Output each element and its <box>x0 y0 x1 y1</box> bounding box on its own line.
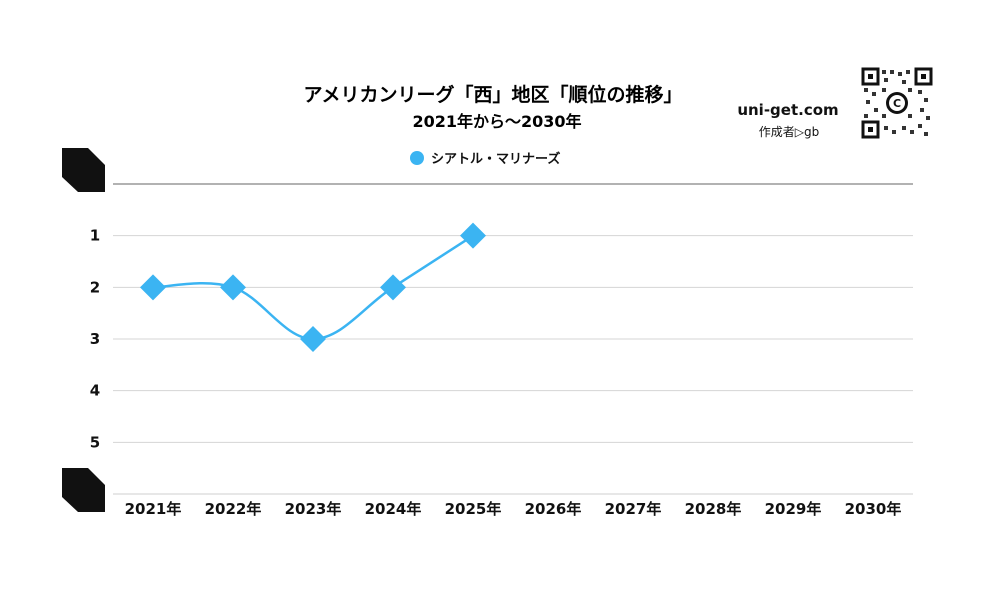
legend-label: シアトル・マリナーズ <box>431 151 560 167</box>
y-tick-label: 2 <box>90 278 100 296</box>
y-tick-label: 5 <box>90 433 100 451</box>
data-point-marker <box>220 274 246 301</box>
x-tick-label: 2024年 <box>365 500 422 518</box>
legend-marker <box>410 151 424 165</box>
data-point-marker <box>460 222 486 249</box>
x-tick-label: 2022年 <box>205 500 262 518</box>
x-tick-label: 2030年 <box>845 500 902 518</box>
data-point-marker <box>300 326 326 352</box>
x-tick-label: 2027年 <box>605 500 662 518</box>
data-point-marker <box>380 274 406 301</box>
legend: シアトル・マリナーズ <box>410 151 560 167</box>
corner-mark-top-left <box>62 148 105 192</box>
x-tick-label: 2029年 <box>765 500 822 518</box>
series-layer <box>140 222 486 352</box>
x-tick-label: 2021年 <box>125 500 182 518</box>
x-tick-label: 2028年 <box>685 500 742 518</box>
qr-code-icon: C <box>861 67 933 139</box>
x-tick-label: 2023年 <box>285 500 342 518</box>
axes: 1 2 3 4 5 2021年 2022年 2023年 2024年 2025年 2026年 2027年… <box>90 227 902 518</box>
y-tick-label: 1 <box>90 227 100 245</box>
x-tick-label: 2026年 <box>525 500 582 518</box>
chart-subtitle: 2021年から～2030年 <box>412 112 581 131</box>
y-tick-label: 3 <box>90 330 100 348</box>
site-url: uni-get.com <box>737 101 838 119</box>
svg-text:C: C <box>893 97 901 110</box>
data-point-marker <box>140 274 166 301</box>
grid <box>113 183 913 495</box>
chart-title: アメリカンリーグ「西」地区「順位の推移」 <box>303 83 682 106</box>
corner-mark-bottom-left <box>62 468 105 512</box>
author-credit: 作成者▷gb <box>759 125 819 139</box>
y-tick-label: 4 <box>90 382 100 400</box>
x-tick-label: 2025年 <box>445 500 502 518</box>
